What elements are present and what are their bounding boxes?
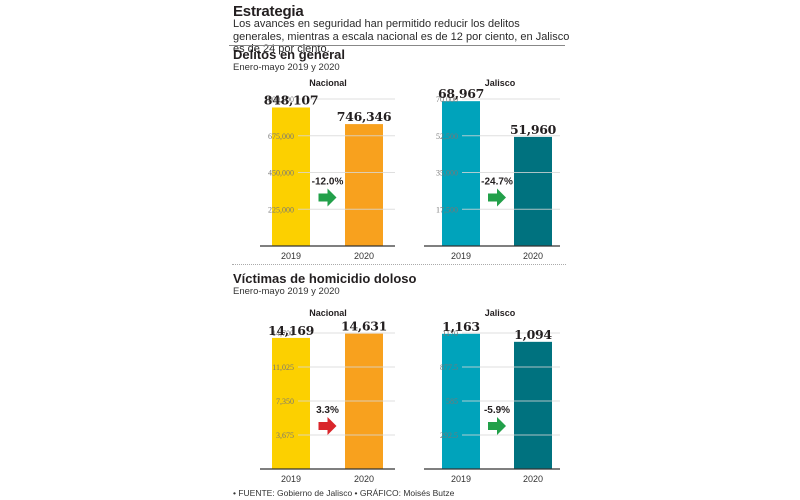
- y-tick-label: 1170: [442, 329, 458, 338]
- x-tick-label: 2020: [354, 474, 374, 484]
- bar-2019: [272, 337, 310, 469]
- y-tick-label: 877.5: [440, 363, 458, 372]
- y-tick-label: 11,025: [272, 363, 294, 372]
- value-label: 848,107: [264, 92, 318, 107]
- x-tick-label: 2019: [451, 251, 471, 261]
- infographic-description: Los avances en seguridad han permitido r…: [233, 18, 570, 55]
- y-tick-label: 17,500: [436, 205, 458, 214]
- section-subtitle-delitos: Enero-mayo 2019 y 2020: [233, 62, 340, 73]
- bar-2020: [345, 124, 383, 246]
- x-tick-label: 2019: [281, 474, 301, 484]
- panel-title: Nacional: [309, 308, 347, 318]
- change-percent: 3.3%: [316, 405, 339, 416]
- y-tick-label: 14,700: [272, 329, 294, 338]
- y-tick-label: 450,000: [268, 169, 294, 178]
- change-percent: -24.7%: [481, 177, 513, 188]
- change-percent: -5.9%: [484, 405, 510, 416]
- infographic-title: Estrategia: [233, 3, 304, 20]
- source-credit: • FUENTE: Gobierno de Jalisco • GRÁFICO:…: [233, 488, 455, 498]
- header-divider: [229, 45, 565, 46]
- section-subtitle-homicidios: Enero-mayo 2019 y 2020: [233, 286, 340, 297]
- y-tick-label: 35,000: [436, 169, 458, 178]
- y-tick-label: 675,000: [268, 132, 294, 141]
- y-tick-label: 292.5: [440, 431, 458, 440]
- section-divider: [232, 264, 566, 265]
- y-tick-label: 70,000: [436, 95, 458, 104]
- bar-2020: [514, 136, 552, 246]
- value-label: 1,094: [514, 327, 552, 342]
- bar-2019: [442, 101, 480, 246]
- value-label: 1,163: [442, 319, 480, 334]
- value-label: 746,346: [337, 109, 392, 124]
- panel-title: Nacional: [309, 78, 347, 88]
- x-tick-label: 2020: [354, 251, 374, 261]
- x-tick-label: 2020: [523, 474, 543, 484]
- bar-2020: [514, 341, 552, 469]
- panel-title: Jalisco: [485, 78, 516, 88]
- change-percent: -12.0%: [312, 177, 344, 188]
- bar-2019: [272, 107, 310, 246]
- arrow-down-green-icon: [488, 417, 506, 435]
- x-tick-label: 2019: [281, 251, 301, 261]
- x-tick-label: 2020: [523, 251, 543, 261]
- panel-title: Jalisco: [485, 308, 516, 318]
- value-label: 14,169: [268, 323, 314, 338]
- arrow-up-red-icon: [318, 417, 337, 435]
- y-tick-label: 585: [446, 397, 458, 406]
- y-tick-label: 225,000: [268, 205, 294, 214]
- y-tick-label: 7,350: [276, 397, 294, 406]
- arrow-down-green-icon: [488, 188, 506, 207]
- y-tick-label: 900,000: [268, 95, 294, 104]
- value-label: 14,631: [341, 319, 387, 334]
- y-tick-label: 52,500: [436, 132, 458, 141]
- y-tick-label: 3,675: [276, 431, 294, 440]
- x-tick-label: 2019: [451, 474, 471, 484]
- arrow-down-green-icon: [318, 188, 337, 207]
- section-title-delitos: Delitos en general: [233, 47, 345, 62]
- value-label: 51,960: [510, 122, 557, 137]
- value-label: 68,967: [438, 86, 484, 101]
- section-title-homicidios: Víctimas de homicidio doloso: [233, 271, 417, 286]
